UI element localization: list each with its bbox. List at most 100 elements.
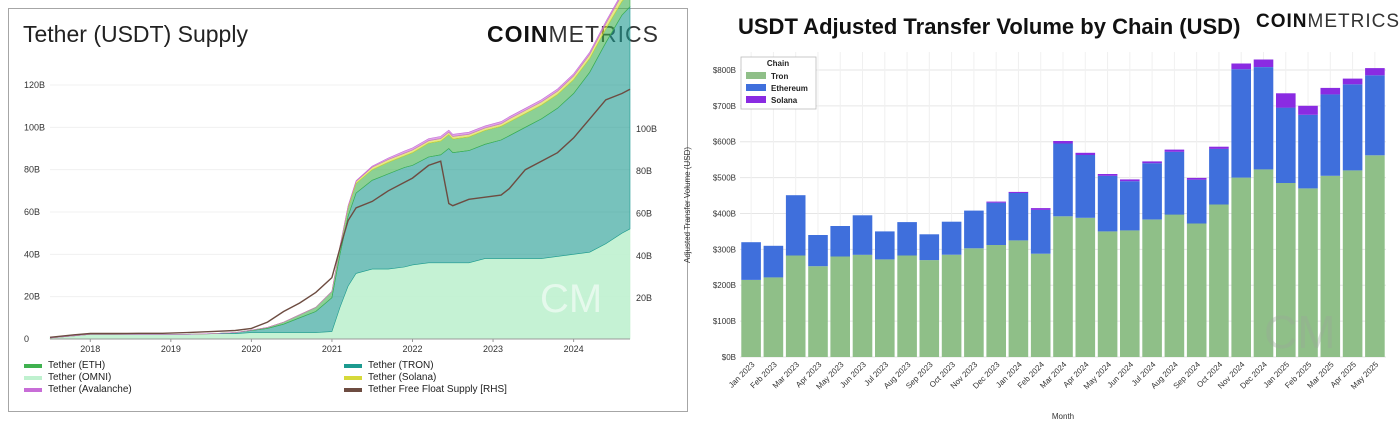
volume-bar-ethereum	[919, 234, 940, 261]
volume-bar-tron	[1164, 214, 1185, 357]
volume-bar-ethereum	[941, 221, 962, 255]
volume-bar-ethereum	[1142, 163, 1162, 220]
volume-bar-ethereum	[1120, 181, 1140, 231]
supply-legend-label: Tether (TRON)	[368, 360, 434, 371]
volume-bar-ethereum	[1276, 107, 1296, 183]
volume-bar-ethereum	[830, 226, 850, 257]
volume-bar-tron	[986, 245, 1006, 357]
volume-ytick-label: $800B	[713, 66, 736, 75]
supply-line-free-float	[49, 88, 631, 338]
volume-bar-solana	[1120, 179, 1140, 182]
volume-bar-tron	[875, 259, 895, 357]
volume-bar-tron	[919, 260, 940, 357]
volume-bar-ethereum	[1320, 94, 1341, 176]
coinmetrics-logo-right: COINMETRICS	[1256, 11, 1400, 32]
volume-bar-tron	[1053, 216, 1073, 357]
volume-bar-ethereum	[763, 245, 784, 278]
supply-ytick-right: 100B	[636, 124, 657, 134]
volume-ytick-label: $500B	[713, 174, 736, 183]
volume-chart-title: USDT Adjusted Transfer Volume by Chain (…	[738, 14, 1241, 39]
volume-plot: $0B $100B $200B $300B $400B $500B $600B $700B $8…	[683, 52, 1386, 421]
supply-ytick-right: 80B	[636, 166, 652, 176]
volume-bar-tron	[1320, 175, 1341, 357]
supply-ytick-left: 20B	[24, 292, 40, 302]
supply-legend-label: Tether (Avalanche)	[48, 384, 132, 395]
volume-bar-solana	[1186, 177, 1207, 180]
volume-bar-tron	[941, 254, 962, 357]
volume-bar-tron	[1365, 155, 1385, 357]
supply-legend-swatch	[344, 388, 362, 392]
volume-bar-solana	[986, 201, 1006, 203]
volume-bar-ethereum	[1365, 75, 1385, 156]
volume-bar-ethereum	[785, 195, 806, 256]
volume-legend-label: Solana	[771, 96, 798, 105]
supply-xtick-label: 2018	[80, 344, 100, 354]
supply-ytick-left: 60B	[24, 207, 40, 217]
volume-bar-tron	[1186, 223, 1207, 357]
volume-ytick-label: $400B	[713, 209, 736, 218]
volume-legend-title: Chain	[767, 59, 789, 68]
supply-ytick-left: 80B	[24, 165, 40, 175]
volume-bar-tron	[1142, 219, 1162, 357]
volume-bar-solana	[1209, 146, 1229, 149]
cm-watermark-left: CM	[540, 277, 602, 321]
volume-ytick-label: $200B	[713, 281, 736, 290]
volume-ytick-label: $700B	[713, 102, 736, 111]
supply-legend-label: Tether Free Float Supply [RHS]	[368, 384, 507, 395]
volume-bar-ethereum	[1298, 114, 1318, 189]
volume-bar-ethereum	[1253, 67, 1274, 170]
supply-legend-label: Tether (OMNI)	[48, 372, 111, 383]
cm-watermark-right: CM	[1264, 306, 1336, 358]
volume-bar-ethereum	[986, 202, 1006, 245]
volume-ytick-label: $300B	[713, 245, 736, 254]
supply-chart-title: Tether (USDT) Supply	[23, 21, 248, 47]
volume-bar-tron	[964, 248, 984, 357]
volume-bar-solana	[1253, 59, 1274, 67]
volume-x-axis-title: Month	[1052, 412, 1074, 421]
volume-bar-ethereum	[875, 231, 895, 260]
volume-bar-solana	[1030, 208, 1051, 210]
volume-ytick-label: $0B	[722, 353, 736, 362]
supply-area-tether-avalanche-	[49, 0, 620, 339]
supply-ytick-left: 100B	[24, 122, 45, 132]
volume-bar-tron	[763, 277, 784, 357]
supply-xtick-label: 2024	[564, 344, 584, 354]
volume-bar-ethereum	[1342, 84, 1363, 171]
volume-bar-solana	[1365, 68, 1385, 76]
supply-legend-swatch	[24, 376, 42, 380]
volume-bar-solana	[1075, 152, 1096, 155]
volume-legend-swatch	[746, 84, 766, 91]
volume-bar-ethereum	[1053, 143, 1073, 217]
volume-bar-ethereum	[852, 215, 873, 255]
supply-ytick-left: 120B	[24, 80, 45, 90]
supply-legend-swatch	[24, 388, 42, 392]
volume-bar-tron	[830, 256, 850, 357]
volume-bar-ethereum	[1097, 175, 1118, 232]
volume-ytick-label: $100B	[713, 317, 736, 326]
supply-ytick-right: 60B	[636, 208, 652, 218]
volume-legend-label: Tron	[771, 72, 788, 81]
volume-bar-ethereum	[1231, 69, 1251, 178]
volume-bar-ethereum	[741, 242, 761, 280]
volume-bar-tron	[1008, 240, 1029, 357]
volume-ytick-label: $600B	[713, 138, 736, 147]
volume-bar-tron	[1276, 183, 1296, 357]
supply-xtick-label: 2019	[161, 344, 181, 354]
supply-ytick-left: 0	[24, 334, 29, 344]
volume-bar-tron	[852, 254, 873, 357]
volume-bar-solana	[1053, 141, 1073, 144]
volume-bar-ethereum	[1164, 151, 1185, 215]
volume-bar-solana	[1097, 174, 1118, 176]
volume-bar-tron	[1030, 253, 1051, 357]
volume-bar-solana	[1164, 149, 1185, 152]
volume-bar-tron	[1298, 188, 1318, 357]
volume-bar-tron	[1342, 170, 1363, 357]
supply-legend-swatch	[24, 364, 42, 368]
volume-bar-tron	[1209, 204, 1229, 357]
volume-bar-ethereum	[1008, 193, 1029, 241]
supply-legend-label: Tether (ETH)	[48, 360, 105, 371]
volume-bar-tron	[1097, 231, 1118, 357]
supply-xtick-label: 2023	[483, 344, 503, 354]
volume-bar-solana	[1342, 78, 1363, 85]
